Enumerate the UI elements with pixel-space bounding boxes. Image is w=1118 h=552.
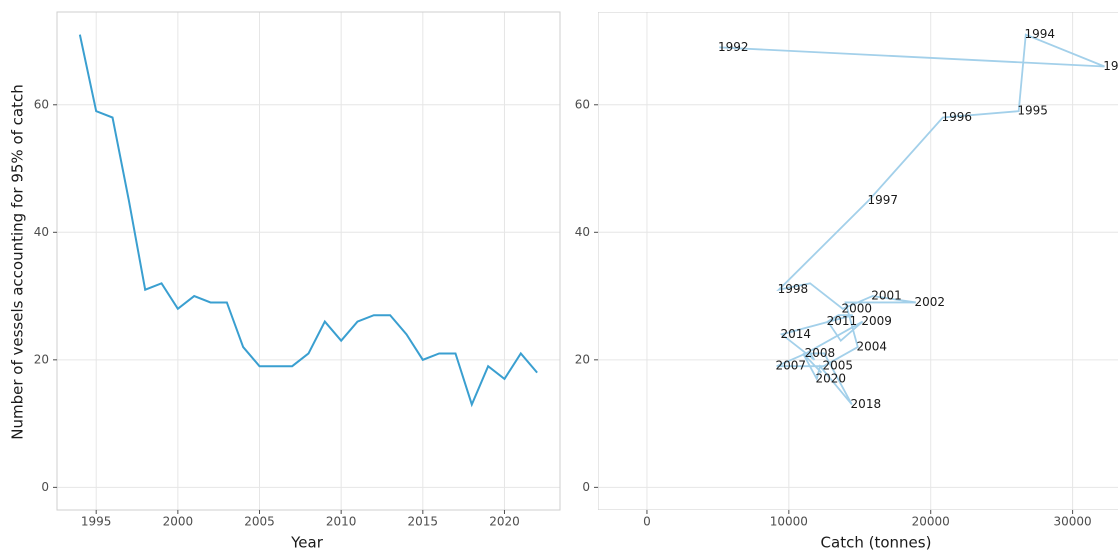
point-label: 1992 — [718, 40, 749, 54]
point-label: 2005 — [822, 359, 853, 373]
point-label: 2000 — [841, 301, 872, 315]
y-tick-label: 0 — [582, 480, 590, 494]
x-tick-label: 0 — [643, 515, 651, 529]
x-tick-label: 10000 — [770, 515, 808, 529]
x-tick-label: 2015 — [408, 515, 439, 529]
point-label: 2014 — [780, 327, 811, 341]
line — [78, 34, 538, 408]
y-tick-label: 20 — [575, 352, 590, 366]
x-tick-label: 20000 — [912, 515, 950, 529]
point-label: 1994 — [1025, 27, 1056, 41]
y-tick-label: 20 — [34, 352, 49, 366]
y-tick-label: 40 — [34, 225, 49, 239]
x-axis-title: Year — [290, 534, 324, 552]
x-tick-label: 30000 — [1054, 515, 1092, 529]
x-tick-label: 2000 — [163, 515, 194, 529]
x-tick-label: 1995 — [81, 515, 112, 529]
y-tick-label: 0 — [41, 480, 49, 494]
point-label: 1995 — [1017, 104, 1048, 118]
point-label: 2009 — [861, 314, 892, 328]
y-tick-label: 40 — [575, 225, 590, 239]
point-label: 2004 — [857, 340, 888, 354]
point-label: 1998 — [778, 282, 809, 296]
point-label: 2001 — [871, 289, 902, 303]
x-tick-label: 2020 — [489, 515, 520, 529]
point-label: 2020 — [816, 371, 847, 385]
point-label: 2007 — [775, 359, 806, 373]
y-tick-label: 60 — [34, 97, 49, 111]
x-tick-label: 2005 — [244, 515, 275, 529]
y-tick-label: 60 — [575, 97, 590, 111]
panel — [56, 11, 561, 511]
point-label: 1997 — [867, 193, 898, 207]
panel-border — [598, 12, 1118, 510]
point-label: 2018 — [851, 397, 882, 411]
x-axis-title: Catch (tonnes) — [821, 534, 932, 552]
panel-border — [56, 11, 561, 511]
point-label: 1993 — [1103, 59, 1118, 73]
y-axis-title: Number of vessels accounting for 95% of … — [9, 84, 27, 440]
x-tick-label: 2010 — [326, 515, 357, 529]
point-label: 2002 — [915, 295, 946, 309]
point-label: 2008 — [805, 346, 836, 360]
path-line — [719, 33, 1105, 406]
point-label: 1996 — [942, 110, 973, 124]
point-label: 2011 — [827, 314, 858, 328]
